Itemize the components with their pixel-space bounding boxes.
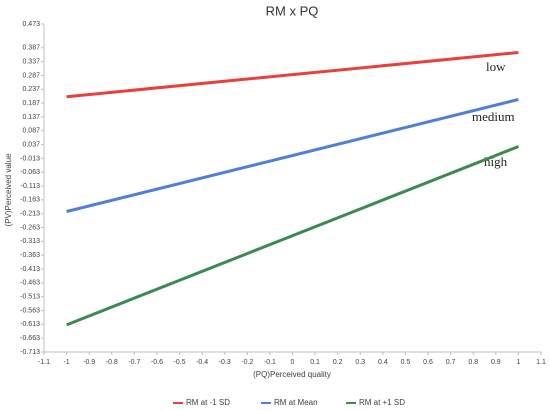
x-tick-label: 0 [291,359,295,366]
x-tick-label: 1.1 [536,359,546,366]
x-tick-label: -0.1 [264,359,276,366]
x-tick-label: -0.2 [241,359,253,366]
x-tick-label: -0.8 [106,359,118,366]
y-tick-label: -0.063 [20,169,40,176]
y-tick-label: 0.187 [22,100,40,107]
y-tick-label: 0.037 [22,141,40,148]
legend-label: RM at -1 SD [186,398,230,407]
annotation: low [486,59,506,74]
x-tick-label: 0.4 [378,359,388,366]
x-tick-label: 0.5 [401,359,411,366]
x-tick-label: 0.9 [491,359,501,366]
y-tick-label: -0.713 [20,349,40,356]
x-tick-label: 0.2 [333,359,343,366]
y-tick-label: 0.287 [22,72,40,79]
x-tick-label: -0.6 [151,359,163,366]
y-tick-label: -0.113 [21,183,40,190]
x-tick-label: 0.1 [310,359,320,366]
y-tick-label: -0.163 [20,197,40,204]
x-tick-label: -0.9 [83,359,95,366]
x-axis-label: (PQ)Perceived quality [253,370,331,379]
series-line [66,98,519,213]
y-tick-label: -0.513 [20,294,40,301]
annotation: medium [472,109,515,124]
y-tick-label: 0.473 [22,21,40,28]
y-tick-label: 0.387 [22,45,40,52]
legend-label: RM at +1 SD [359,398,405,407]
series-line [66,145,519,327]
y-axis-label: (PV)Perceived value [4,153,13,226]
x-tick-label: 0.8 [468,359,478,366]
y-tick-label: 0.087 [22,128,40,135]
x-tick-label: 0.6 [423,359,433,366]
y-tick-label: -0.563 [20,307,40,314]
x-tick-label: 0.7 [446,359,456,366]
y-tick-label: 0.237 [22,86,40,93]
x-tick-label: -0.3 [219,359,231,366]
y-tick-label: 0.137 [22,114,40,121]
x-tick-label: 0.3 [355,359,365,366]
x-tick-label: -0.5 [174,359,186,366]
y-tick-label: -0.213 [20,211,40,218]
chart-title: RM x PQ [266,3,319,18]
y-tick-label: -0.263 [20,224,40,231]
x-tick-label: -0.7 [128,359,140,366]
x-tick-label: -0.4 [196,359,208,366]
y-tick-label: -0.413 [20,266,40,273]
legend-label: RM at Mean [274,398,318,407]
y-tick-label: -0.013 [20,155,40,162]
y-tick-label: -0.363 [20,252,40,259]
series-line [66,50,519,99]
y-tick-label: 0.337 [22,58,40,65]
y-tick-label: -0.663 [20,335,40,342]
x-tick-label: 1 [516,359,520,366]
x-tick-label: -1 [63,359,69,366]
y-tick-label: -0.463 [20,280,40,287]
x-tick-label: -1.1 [38,359,50,366]
y-tick-label: -0.613 [20,321,40,328]
y-tick-label: -0.313 [20,238,40,245]
